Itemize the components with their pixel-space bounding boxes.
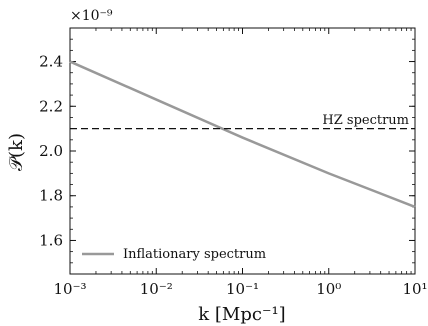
y-tick-label: 2.4	[39, 53, 63, 71]
tick-group: 10⁻³ 10⁻² 10⁻¹ 10⁰ 10¹ 1.6 1.8 2.0 2.2 2.4	[39, 28, 428, 298]
y-tick-label: 2.2	[39, 97, 63, 115]
y-tick-label: 1.8	[39, 187, 63, 205]
legend-label-inflationary-spectrum: Inflationary spectrum	[123, 247, 266, 262]
x-tick-label: 10⁻²	[140, 280, 173, 298]
x-tick-label: 10⁰	[316, 280, 341, 298]
x-axis-label: k [Mpc⁻¹]	[198, 304, 285, 325]
y-tick-label: 1.6	[39, 231, 63, 249]
legend: Inflationary spectrum	[82, 247, 266, 262]
annotation-hz-spectrum: HZ spectrum	[322, 113, 409, 128]
plot-frame	[69, 27, 416, 275]
y-tick-label: 2.0	[39, 142, 63, 160]
series-group	[69, 60, 416, 209]
y-multiplier-label: ×10⁻⁹	[70, 8, 113, 24]
x-tick-label: 10¹	[402, 280, 427, 298]
y-axis-label: 𝒫(k)	[6, 133, 27, 171]
x-tick-label: 10⁻¹	[226, 280, 259, 298]
inflationary-spectrum-line	[69, 60, 416, 209]
x-tick-label: 10⁻³	[53, 280, 86, 298]
